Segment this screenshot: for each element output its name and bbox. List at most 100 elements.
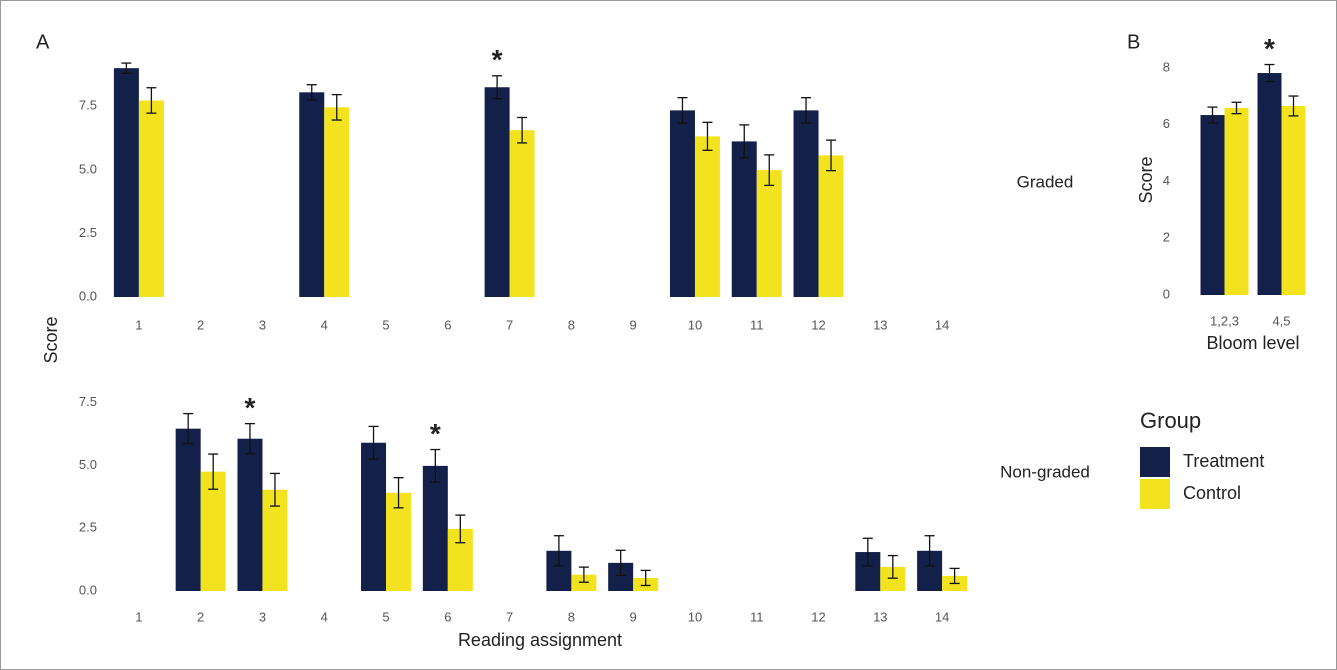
x-tick-label: 4	[321, 609, 328, 624]
x-tick-label: 7	[506, 317, 513, 332]
bar	[237, 438, 263, 591]
y-axis-label: Score	[41, 316, 61, 363]
x-tick-label: 1	[135, 609, 142, 624]
error-bar	[640, 569, 651, 587]
bar	[731, 141, 757, 297]
legend-title: Group	[1140, 408, 1201, 433]
y-tick-label: 2.5	[79, 225, 97, 240]
x-tick-label: 11	[750, 317, 764, 332]
error-bar	[331, 93, 342, 121]
y-tick-label: 2.5	[79, 520, 97, 535]
error-bar	[146, 87, 157, 114]
x-tick-label: 5	[382, 317, 389, 332]
significance-marker: *	[430, 418, 441, 449]
x-tick-label: 10	[688, 609, 702, 624]
legend-swatch	[1140, 447, 1170, 477]
bar	[324, 107, 350, 297]
y-tick-label: 2	[1163, 230, 1170, 245]
x-tick-label: 13	[873, 609, 887, 624]
error-bar	[455, 514, 466, 544]
x-tick-label: 1,2,3	[1210, 313, 1239, 328]
x-tick-label: 6	[444, 609, 451, 624]
x-tick-label: 6	[444, 317, 451, 332]
error-bar	[430, 448, 441, 483]
bar	[175, 428, 201, 591]
panel-label: A	[36, 31, 50, 53]
error-bar	[949, 567, 960, 585]
x-axis-label: Reading assignment	[458, 630, 622, 650]
y-tick-label: 0.0	[79, 288, 97, 303]
x-tick-label: 11	[750, 609, 764, 624]
x-tick-label: 4	[321, 317, 328, 332]
significance-marker: *	[1264, 33, 1275, 64]
x-tick-label: 2	[197, 317, 204, 332]
x-tick-label: 14	[935, 609, 949, 624]
error-bar	[121, 62, 132, 74]
y-tick-label: 0	[1163, 286, 1170, 301]
error-bar	[1207, 106, 1218, 124]
error-bar	[764, 154, 775, 187]
significance-marker: *	[245, 392, 256, 423]
error-bar	[739, 124, 750, 159]
x-tick-label: 9	[630, 609, 637, 624]
error-bar	[801, 97, 812, 124]
bar	[1281, 105, 1306, 295]
error-bar	[306, 84, 317, 101]
x-tick-label: 13	[873, 317, 887, 332]
legend-label: Treatment	[1183, 451, 1264, 471]
x-tick-label: 12	[811, 317, 825, 332]
bar	[484, 87, 510, 297]
bar	[669, 110, 695, 298]
error-bar	[887, 554, 898, 579]
x-tick-label: 3	[259, 609, 266, 624]
error-bar	[1264, 63, 1275, 83]
error-bar	[368, 425, 379, 460]
bar	[299, 92, 325, 298]
error-bar	[517, 116, 528, 144]
strip-label: Non-graded	[1000, 462, 1090, 481]
y-tick-label: 6	[1163, 116, 1170, 131]
error-bar	[393, 477, 404, 509]
error-bar	[269, 472, 280, 507]
error-bar	[615, 549, 626, 577]
x-tick-label: 5	[382, 609, 389, 624]
bar	[1257, 73, 1282, 295]
strip-label: Graded	[1017, 172, 1074, 191]
bar	[1224, 107, 1249, 295]
y-tick-label: 7.5	[79, 394, 97, 409]
error-bar	[924, 535, 935, 567]
legend-label: Control	[1183, 483, 1241, 503]
x-tick-label: 14	[935, 317, 949, 332]
bar	[138, 100, 164, 298]
error-bar	[1288, 95, 1299, 117]
x-tick-label: 9	[630, 317, 637, 332]
bar	[422, 465, 448, 591]
bar	[113, 68, 139, 297]
legend-swatch	[1140, 479, 1170, 509]
x-tick-label: 7	[506, 609, 513, 624]
error-bar	[244, 422, 255, 455]
y-tick-label: 5.0	[79, 457, 97, 472]
y-tick-label: 7.5	[79, 98, 97, 113]
error-bar	[578, 566, 589, 583]
error-bar	[492, 75, 503, 100]
x-axis-label: Bloom level	[1206, 333, 1299, 353]
error-bar	[702, 121, 713, 151]
y-tick-label: 5.0	[79, 161, 97, 176]
x-tick-label: 1	[135, 317, 142, 332]
error-bar	[208, 453, 219, 490]
bar	[386, 492, 412, 591]
bar	[361, 442, 387, 591]
x-tick-label: 2	[197, 609, 204, 624]
x-tick-label: 10	[688, 317, 702, 332]
x-tick-label: 4,5	[1272, 313, 1290, 328]
bar	[200, 471, 226, 591]
x-tick-label: 12	[811, 609, 825, 624]
bar	[793, 110, 819, 298]
bar	[509, 130, 535, 297]
bar	[818, 155, 844, 297]
x-tick-label: 3	[259, 317, 266, 332]
y-tick-label: 8	[1163, 59, 1170, 74]
error-bar	[1231, 101, 1242, 115]
